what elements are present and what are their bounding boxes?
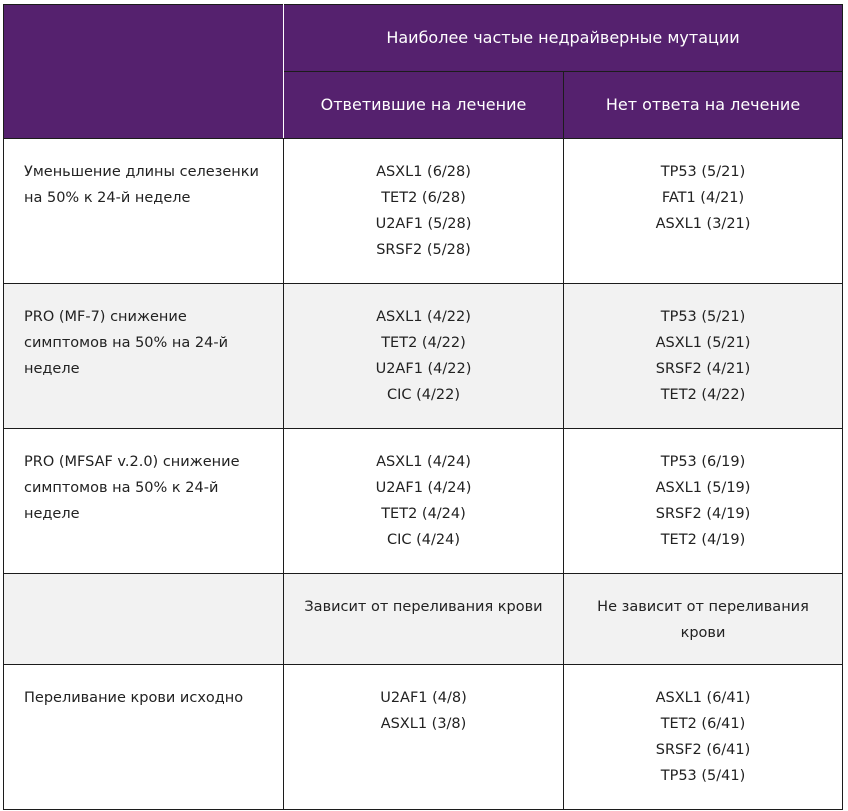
responders-cell: ASXL1 (4/22) TET2 (4/22) U2AF1 (4/22) CI…: [283, 283, 564, 429]
mutation-value: SRSF2 (5/28): [376, 242, 471, 258]
mutation-value: U2AF1 (5/28): [375, 216, 472, 232]
mutation-value: TET2 (4/24): [381, 506, 466, 522]
subheader-independent: Не зависит от переливания крови: [562, 573, 844, 665]
mutation-value: ASXL1 (4/24): [376, 454, 471, 470]
mutation-value: SRSF2 (4/21): [655, 361, 751, 377]
mutation-value: SRSF2 (4/19): [655, 506, 751, 522]
row-label: PRO (MF-7) снижение симптомов на 50% на …: [3, 283, 284, 429]
mutation-value: TP53 (5/21): [660, 164, 746, 180]
header-main-title: Наиболее частые недрайверные мутации: [282, 4, 844, 72]
mutations-table: Наиболее частые недрайверные мутации Отв…: [3, 4, 844, 810]
mutation-value: TP53 (6/19): [660, 454, 746, 470]
mutation-value: TET2 (4/22): [381, 335, 466, 351]
header-row-2: Ответившие на лечение Нет ответа на лече…: [4, 71, 844, 139]
mutation-value: ASXL1 (6/41): [655, 690, 751, 706]
table-row: Переливание крови исходно U2AF1 (4/8) AS…: [3, 664, 844, 810]
mutation-value: TET2 (4/22): [660, 387, 746, 403]
nonresponders-cell: TP53 (5/21) FAT1 (4/21) ASXL1 (3/21): [562, 138, 844, 284]
subheader-row: Зависит от переливания крови Не зависит …: [3, 573, 844, 665]
header-row-1: Наиболее частые недрайверные мутации: [3, 4, 844, 139]
mutation-value: ASXL1 (6/28): [376, 164, 471, 180]
row-label: Уменьшение длины селезенки на 50% к 24-й…: [3, 138, 284, 284]
header-corner-cell: [3, 4, 284, 139]
mutation-value: ASXL1 (3/8): [380, 716, 467, 732]
mutation-value: ASXL1 (3/21): [655, 216, 751, 232]
subheader-dependent: Зависит от переливания крови: [283, 573, 564, 665]
mutation-value: TET2 (6/28): [381, 190, 466, 206]
nonresponders-cell: TP53 (6/19) ASXL1 (5/19) SRSF2 (4/19) TE…: [562, 428, 844, 574]
mutation-value: TET2 (6/41): [660, 716, 746, 732]
table-row: PRO (MFSAF v.2.0) снижение симптомов на …: [3, 428, 844, 574]
independent-cell: ASXL1 (6/41) TET2 (6/41) SRSF2 (6/41) TP…: [562, 664, 844, 810]
mutation-value: U2AF1 (4/22): [375, 361, 472, 377]
mutation-value: SRSF2 (6/41): [655, 742, 751, 758]
mutation-value: ASXL1 (5/19): [655, 480, 751, 496]
responders-cell: ASXL1 (6/28) TET2 (6/28) U2AF1 (5/28) SR…: [283, 138, 564, 284]
subheader-blank-cell: [3, 573, 284, 665]
mutation-value: CIC (4/22): [386, 387, 460, 403]
mutation-value: ASXL1 (4/22): [376, 309, 471, 325]
mutation-value: TET2 (4/19): [660, 532, 746, 548]
nonresponders-cell: TP53 (5/21) ASXL1 (5/21) SRSF2 (4/21) TE…: [562, 283, 844, 429]
header-responders: Ответившие на лечение: [283, 71, 564, 139]
mutation-value: FAT1 (4/21): [661, 190, 745, 206]
mutation-value: U2AF1 (4/8): [380, 690, 467, 706]
row-label: Переливание крови исходно: [3, 664, 284, 810]
table-row: PRO (MF-7) снижение симптомов на 50% на …: [3, 283, 844, 429]
dependent-cell: U2AF1 (4/8) ASXL1 (3/8): [283, 664, 564, 810]
table-row: Уменьшение длины селезенки на 50% к 24-й…: [3, 138, 844, 284]
mutation-value: TP53 (5/21): [660, 309, 746, 325]
mutation-value: CIC (4/24): [386, 532, 460, 548]
mutation-value: ASXL1 (5/21): [655, 335, 751, 351]
responders-cell: ASXL1 (4/24) U2AF1 (4/24) TET2 (4/24) CI…: [283, 428, 564, 574]
header-nonresponders: Нет ответа на лечение: [562, 71, 844, 139]
row-label: PRO (MFSAF v.2.0) снижение симптомов на …: [3, 428, 284, 574]
mutation-value: U2AF1 (4/24): [375, 480, 472, 496]
mutation-value: TP53 (5/41): [660, 768, 746, 784]
